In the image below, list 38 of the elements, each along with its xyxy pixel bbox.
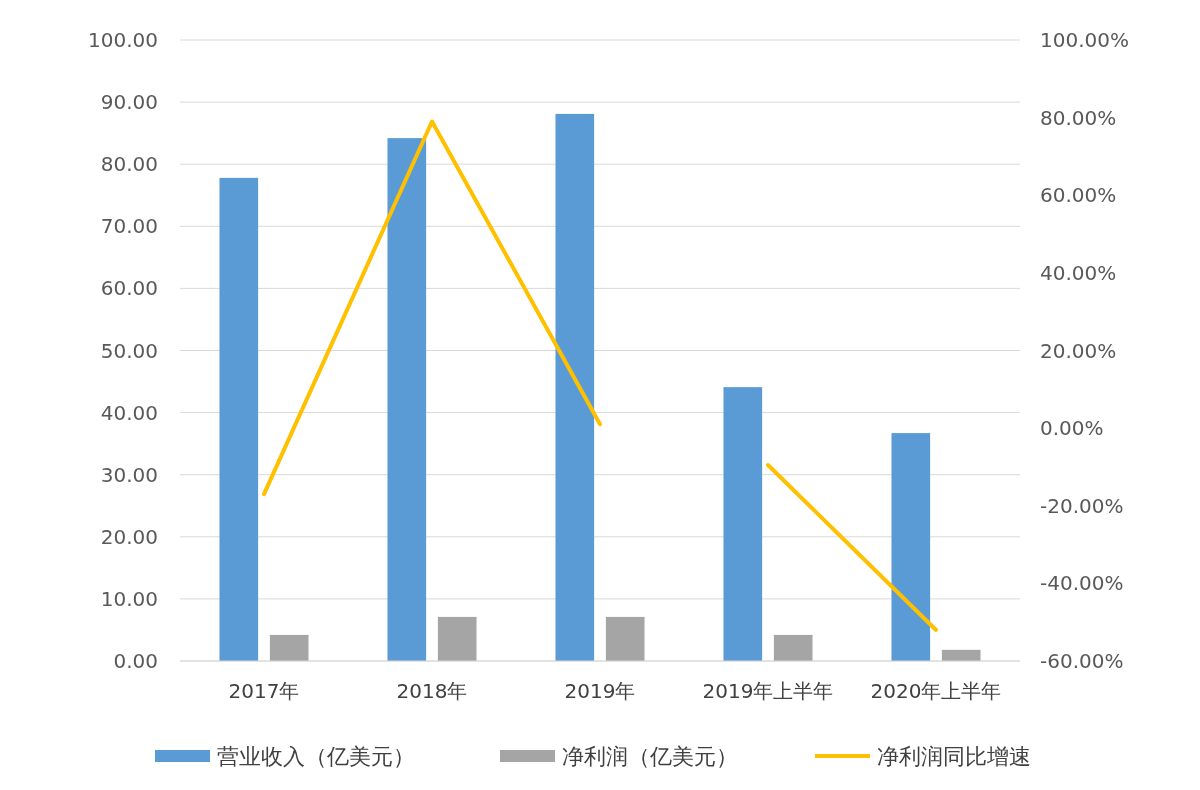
y2-tick-label: 100.00% [1040, 28, 1129, 52]
y-tick-label: 90.00 [100, 90, 158, 115]
y2-tick-label: 20.00% [1040, 338, 1117, 363]
y2-tick-label: 60.00% [1040, 183, 1117, 208]
bar [269, 634, 309, 661]
bar [387, 138, 427, 661]
bar [555, 113, 595, 661]
y-tick-label: 80.00 [100, 152, 158, 177]
x-tick-label: 2020年上半年 [870, 679, 1002, 703]
y-tick-label: 20.00 [100, 524, 158, 549]
bar [437, 616, 477, 661]
bar [891, 433, 931, 661]
y-tick-label: 50.00 [100, 338, 158, 363]
x-tick-label: 2019年 [564, 679, 636, 703]
y2-tick-label: 0.00% [1040, 416, 1104, 441]
x-tick-label: 2018年 [396, 679, 468, 703]
y2-tick-label: 40.00% [1040, 260, 1117, 285]
y-tick-label: 10.00 [100, 586, 158, 611]
bar [941, 649, 981, 661]
y2-tick-label: -40.00% [1040, 571, 1124, 596]
legend-label: 净利润同比增速 [877, 743, 1031, 769]
y-tick-label: 100.00 [88, 28, 158, 52]
bar [219, 177, 259, 661]
bar [605, 616, 645, 661]
x-tick-label: 2017年 [228, 679, 300, 703]
x-tick-label: 2019年上半年 [702, 679, 834, 703]
y2-tick-label: -60.00% [1040, 649, 1124, 673]
y-tick-label: 0.00 [113, 649, 158, 673]
y-tick-label: 70.00 [100, 214, 158, 239]
y2-tick-label: 80.00% [1040, 105, 1117, 130]
y-tick-label: 60.00 [100, 276, 158, 301]
bar [773, 634, 813, 661]
bar [723, 387, 763, 661]
legend-label: 营业收入（亿美元） [217, 743, 415, 769]
y-tick-label: 40.00 [100, 400, 158, 425]
y2-tick-label: -20.00% [1040, 493, 1124, 518]
y-tick-label: 30.00 [100, 462, 158, 487]
legend-label: 净利润（亿美元） [562, 743, 738, 769]
